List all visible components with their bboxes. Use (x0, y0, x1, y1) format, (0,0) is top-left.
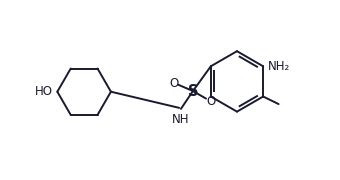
Text: O: O (170, 77, 179, 90)
Text: NH: NH (171, 113, 189, 126)
Text: HO: HO (35, 85, 53, 98)
Text: NH₂: NH₂ (268, 60, 290, 73)
Text: S: S (188, 84, 198, 98)
Text: O: O (206, 95, 216, 108)
